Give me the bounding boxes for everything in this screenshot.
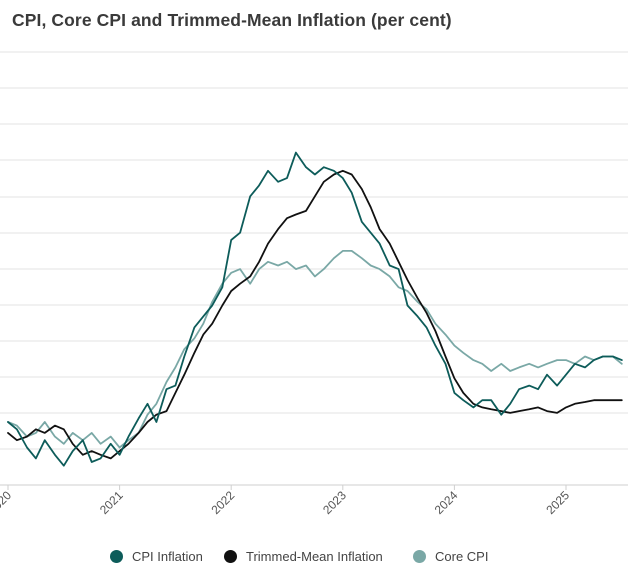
legend-marker-core-cpi xyxy=(413,549,426,563)
legend-item-core-cpi[interactable]: Core CPI xyxy=(413,545,488,567)
cpi-inflation-line xyxy=(7,151,623,467)
x-tick-label: 2025 xyxy=(543,488,572,517)
x-axis: 2020 2021 2022 2023 2024 2025 xyxy=(0,485,572,517)
chart-title: CPI, Core CPI and Trimmed-Mean Inflation… xyxy=(12,10,452,30)
core-cpi-line xyxy=(7,250,623,449)
legend-marker-cpi xyxy=(110,549,123,563)
legend-label-cpi: CPI Inflation xyxy=(132,548,203,564)
x-tick-label: 2023 xyxy=(320,488,349,517)
x-tick-label: 2022 xyxy=(209,488,238,517)
legend-label-trimmed-mean: Trimmed-Mean Inflation xyxy=(246,548,383,564)
gridlines xyxy=(0,51,628,486)
series-lines xyxy=(7,151,623,467)
legend-marker-trimmed-mean xyxy=(224,549,237,563)
trimmed-mean-inflation-line xyxy=(7,169,623,460)
x-tick-label: 2024 xyxy=(432,488,461,517)
legend-label-core-cpi: Core CPI xyxy=(435,548,489,564)
legend-item-cpi[interactable]: CPI Inflation xyxy=(110,545,203,567)
x-tick-label: 2021 xyxy=(97,488,126,517)
x-tick-label: 2020 xyxy=(0,488,14,517)
legend-item-trimmed-mean[interactable]: Trimmed-Mean Inflation xyxy=(224,545,383,567)
legend: CPI Inflation Trimmed-Mean Inflation Cor… xyxy=(0,545,640,567)
line-chart: 2020 2021 2022 2023 2024 2025 xyxy=(0,51,628,517)
